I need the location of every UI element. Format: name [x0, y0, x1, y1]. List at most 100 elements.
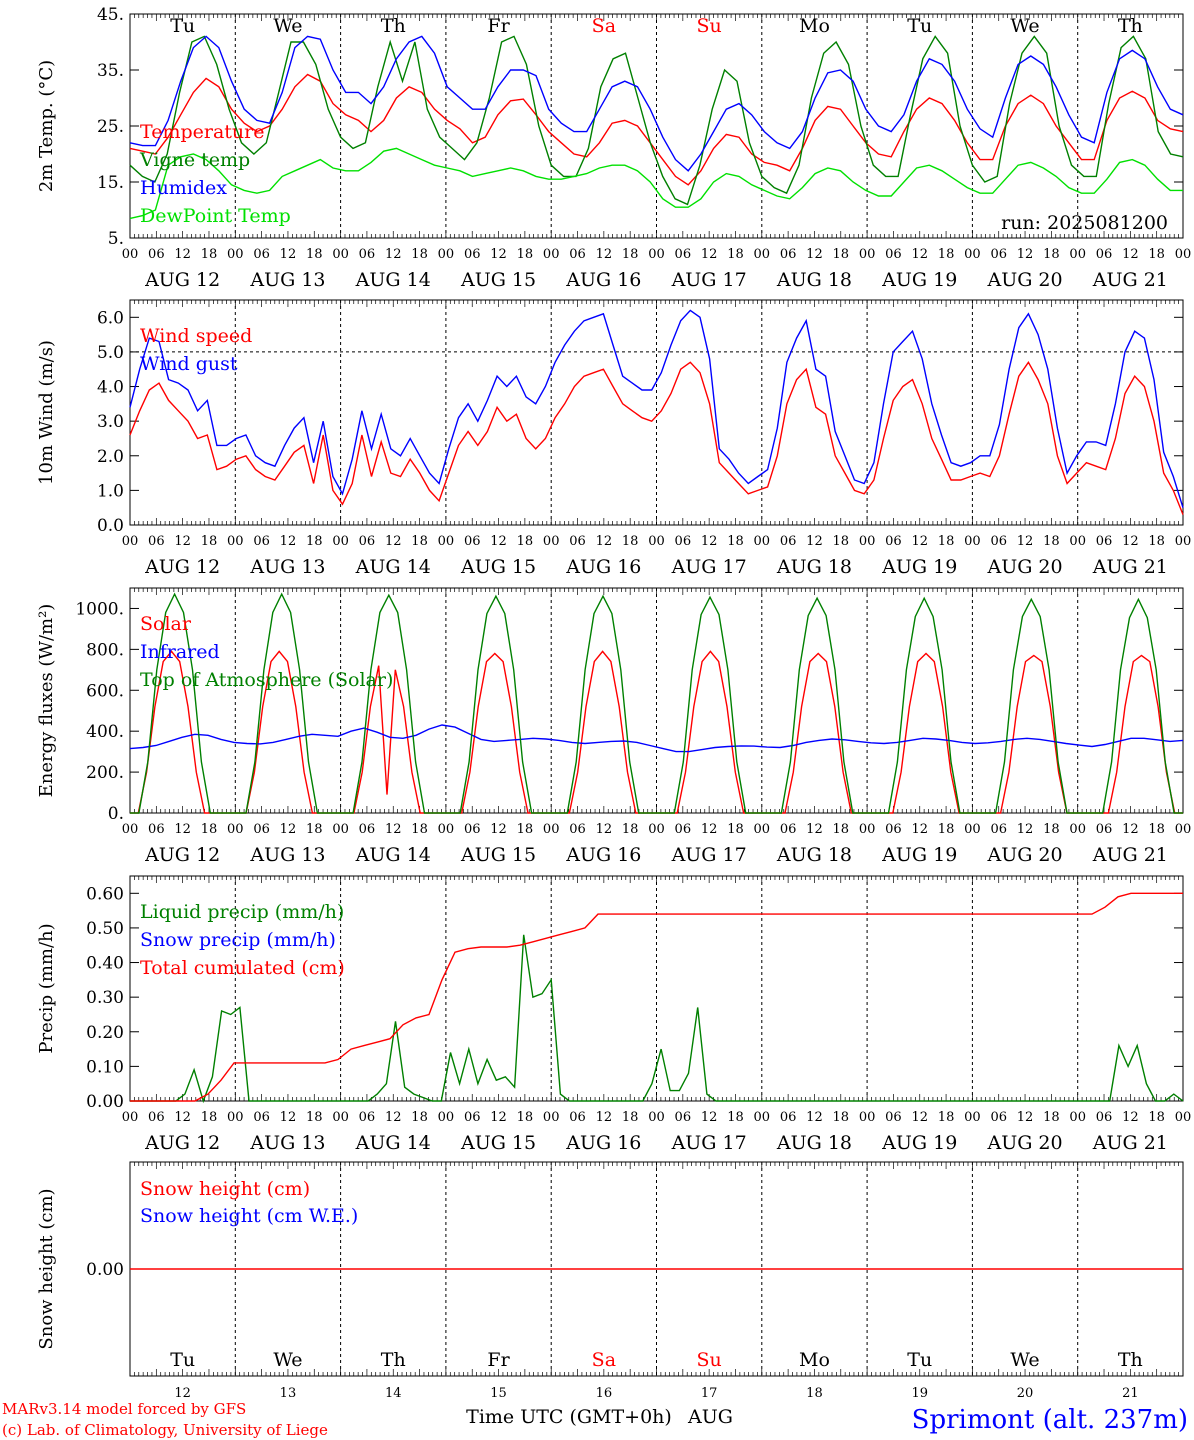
- x-hour-label: 06: [359, 534, 376, 549]
- x-hour-label: 06: [569, 822, 586, 837]
- x-day-label: AUG 21: [1092, 269, 1168, 291]
- x-hour-label: 18: [1148, 1110, 1165, 1125]
- legend-entry: Liquid precip (mm/h): [140, 901, 344, 923]
- day-number-label: 14: [385, 1386, 402, 1401]
- x-hour-label: 12: [174, 247, 191, 262]
- x-hour-label: 12: [701, 1110, 718, 1125]
- x-hour-label: 00: [754, 822, 771, 837]
- x-hour-label: 18: [938, 534, 955, 549]
- x-hour-label: 06: [253, 247, 270, 262]
- x-day-label: AUG 19: [881, 269, 957, 291]
- x-day-label: AUG 18: [776, 269, 852, 291]
- x-hour-label: 12: [596, 1110, 613, 1125]
- x-hour-label: 00: [543, 534, 560, 549]
- x-hour-label: 12: [596, 822, 613, 837]
- x-hour-label: 00: [964, 822, 981, 837]
- x-hour-label: 18: [306, 822, 323, 837]
- x-day-label: AUG 20: [986, 844, 1062, 866]
- x-hour-label: 06: [253, 534, 270, 549]
- x-day-label: AUG 17: [671, 269, 747, 291]
- x-day-label: AUG 15: [460, 556, 536, 578]
- x-hour-label: 12: [385, 247, 402, 262]
- x-hour-label: 12: [701, 247, 718, 262]
- x-hour-label: 18: [201, 822, 218, 837]
- y-tick-label: 25.: [97, 117, 124, 137]
- weekday-label: Tu: [907, 15, 932, 37]
- x-hour-label: 00: [754, 534, 771, 549]
- x-hour-label: 12: [1017, 247, 1034, 262]
- x-hour-label: 18: [727, 534, 744, 549]
- y-tick-label: 0.40: [86, 954, 124, 974]
- x-hour-label: 12: [280, 1110, 297, 1125]
- panel-1: 0.0 1.0 2.0 3.0 4.0 5.0 6.0 10m Wind (m/s) Wind …: [36, 299, 1192, 578]
- weekday-label: Fr: [487, 15, 510, 37]
- x-hour-label: 00: [227, 534, 244, 549]
- y-tick-label: 3.0: [97, 412, 124, 432]
- x-hour-label: 00: [543, 822, 560, 837]
- x-hour-label: 00: [859, 822, 876, 837]
- x-hour-label: 12: [911, 1110, 928, 1125]
- x-hour-label: 00: [1175, 534, 1192, 549]
- y-axis-label: 10m Wind (m/s): [36, 340, 57, 485]
- y-tick-label: 0.60: [86, 884, 124, 904]
- y-tick-label: 45.: [97, 5, 124, 25]
- y-axis-label: Energy fluxes (W/m²): [36, 604, 57, 798]
- x-hour-label: 12: [701, 534, 718, 549]
- x-hour-label: 12: [1122, 534, 1139, 549]
- y-tick-label: 0.30: [86, 988, 124, 1008]
- x-hour-label: 12: [490, 822, 507, 837]
- weekday-label: Th: [381, 15, 406, 37]
- x-day-label: AUG 20: [986, 269, 1062, 291]
- x-hour-label: 18: [1148, 822, 1165, 837]
- x-hour-label: 00: [332, 1110, 349, 1125]
- y-axis-label: Snow height (cm): [36, 1188, 57, 1349]
- x-hour-label: 18: [622, 247, 639, 262]
- x-hour-label: 00: [332, 534, 349, 549]
- x-hour-label: 12: [385, 1110, 402, 1125]
- x-hour-label: 12: [911, 247, 928, 262]
- x-day-label: AUG 16: [565, 844, 641, 866]
- x-day-label: AUG 12: [144, 269, 220, 291]
- x-day-label: AUG 21: [1092, 556, 1168, 578]
- x-hour-label: 12: [490, 247, 507, 262]
- x-hour-label: 18: [727, 822, 744, 837]
- legend-entry: Humidex: [140, 177, 227, 199]
- x-hour-label: 06: [253, 1110, 270, 1125]
- panel-0: 5. 15. 25. 35. 45. 2m Temp. (°C) Temperature Vi…: [36, 5, 1191, 291]
- x-hour-label: 18: [833, 534, 850, 549]
- legend-entry: DewPoint Temp: [140, 205, 291, 227]
- x-hour-label: 06: [780, 534, 797, 549]
- x-day-label: AUG 16: [565, 556, 641, 578]
- x-hour-label: 00: [964, 534, 981, 549]
- weekday-label: Su: [697, 1349, 722, 1371]
- legend-entry: Total cumulated (cm): [140, 957, 345, 979]
- day-number-label: 18: [806, 1386, 823, 1401]
- x-hour-label: 00: [332, 247, 349, 262]
- weekday-label: Th: [381, 1349, 406, 1371]
- x-hour-label: 18: [938, 1110, 955, 1125]
- x-hour-label: 06: [1096, 1110, 1113, 1125]
- legend-entry: Snow precip (mm/h): [140, 929, 336, 951]
- x-day-label: AUG 13: [249, 269, 325, 291]
- x-hour-label: 00: [438, 534, 455, 549]
- x-hour-label: 18: [622, 534, 639, 549]
- x-hour-label: 18: [1148, 247, 1165, 262]
- x-day-label: AUG 15: [460, 1132, 536, 1154]
- x-day-label: AUG 13: [249, 1132, 325, 1154]
- x-hour-label: 00: [227, 1110, 244, 1125]
- x-hour-label: 06: [675, 247, 692, 262]
- x-hour-label: 06: [359, 247, 376, 262]
- x-day-label: AUG 19: [881, 1132, 957, 1154]
- x-hour-label: 06: [359, 1110, 376, 1125]
- station-name: Sprimont (alt. 237m): [912, 1405, 1188, 1435]
- x-day-label: AUG 17: [671, 1132, 747, 1154]
- x-hour-label: 06: [780, 247, 797, 262]
- x-hour-label: 18: [622, 822, 639, 837]
- weekday-label: Su: [697, 15, 722, 37]
- x-hour-label: 00: [1069, 247, 1086, 262]
- legend-entry: Infrared: [140, 641, 220, 663]
- x-hour-label: 18: [1043, 534, 1060, 549]
- x-hour-label: 00: [859, 247, 876, 262]
- x-hour-label: 06: [1096, 822, 1113, 837]
